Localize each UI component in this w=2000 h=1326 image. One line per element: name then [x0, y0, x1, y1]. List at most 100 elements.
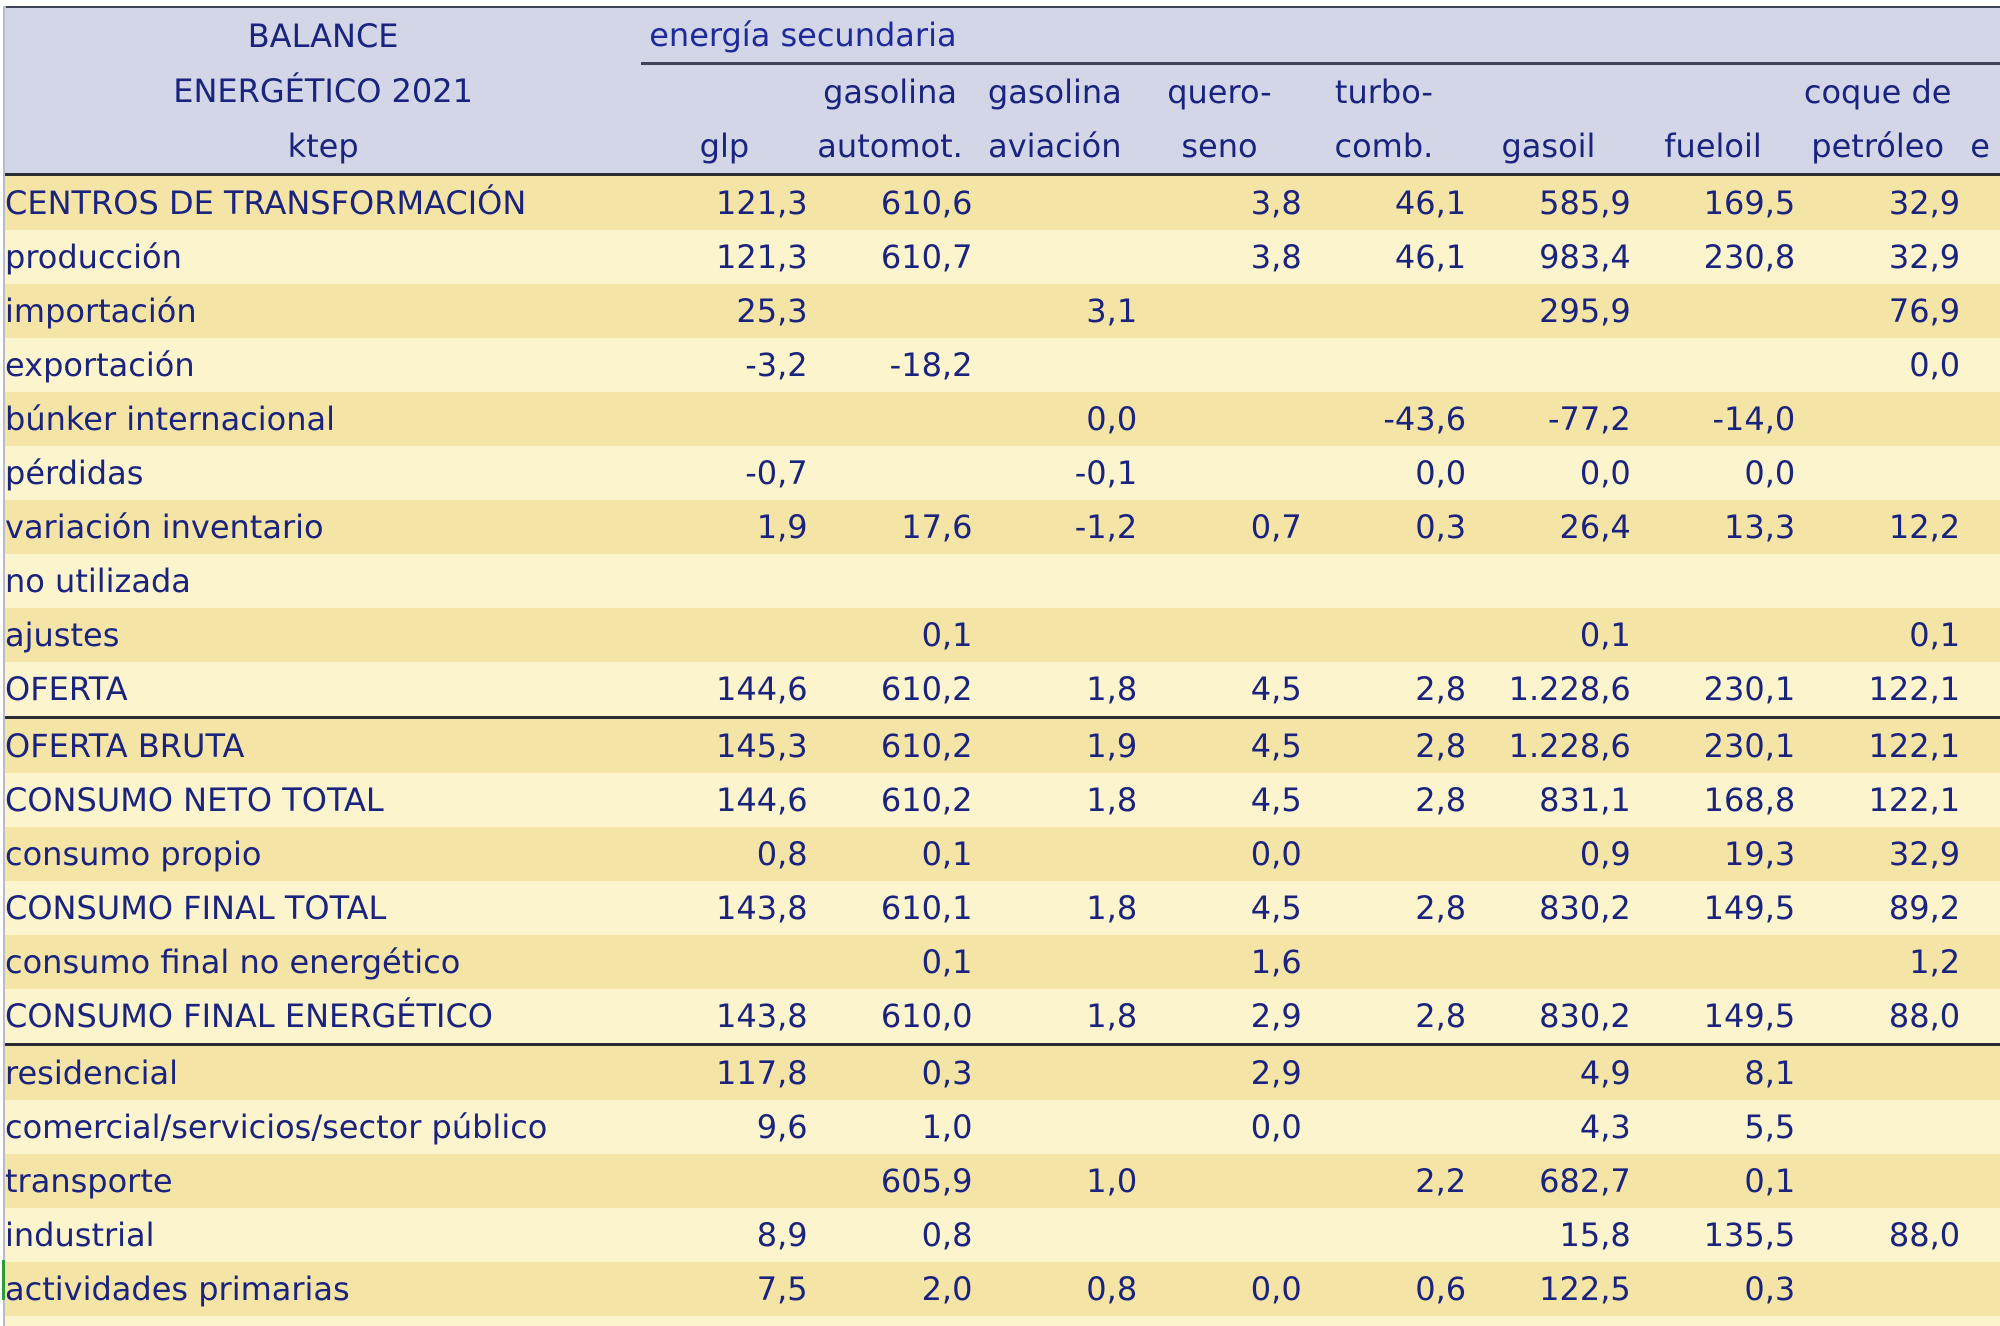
value-cell[interactable]: 122,5	[1466, 1262, 1631, 1316]
value-cell[interactable]	[1301, 554, 1467, 608]
value-cell[interactable]: 4,5	[1137, 662, 1302, 718]
value-cell[interactable]	[1137, 1154, 1302, 1208]
value-cell[interactable]	[1630, 284, 1796, 338]
value-cell-truncated[interactable]	[1960, 230, 2000, 284]
value-cell[interactable]: 0,9	[1466, 827, 1631, 881]
value-cell[interactable]: 830,2	[1466, 989, 1631, 1045]
row-label-cell[interactable]: consumo propio	[5, 827, 642, 881]
row-label-cell[interactable]: transporte	[5, 1154, 642, 1208]
value-cell[interactable]	[807, 284, 973, 338]
value-cell[interactable]	[1795, 1316, 1961, 1326]
value-cell[interactable]: 12,2	[1795, 500, 1961, 554]
row-label-cell[interactable]: industrial	[5, 1208, 642, 1262]
value-cell[interactable]	[1137, 392, 1302, 446]
value-cell[interactable]: 1,9	[641, 500, 808, 554]
value-cell-truncated[interactable]	[1960, 1316, 2000, 1326]
row-label-cell[interactable]: consumo final no energético	[5, 935, 642, 989]
value-cell[interactable]	[1301, 1100, 1467, 1154]
value-cell[interactable]: -0,1	[972, 446, 1138, 500]
value-cell[interactable]: 8,9	[641, 1208, 808, 1262]
value-cell[interactable]: 2,8	[1301, 773, 1467, 827]
value-cell[interactable]: 26,4	[1466, 500, 1631, 554]
value-cell[interactable]	[1795, 1154, 1961, 1208]
value-cell[interactable]: 0,0	[1137, 1100, 1302, 1154]
row-label-cell[interactable]: OFERTA BRUTA	[5, 716, 642, 773]
value-cell[interactable]: 4,5	[1137, 716, 1302, 773]
value-cell[interactable]: 25,3	[641, 284, 808, 338]
column-header-gasoil[interactable]: gasoil	[1466, 62, 1631, 175]
row-label-cell[interactable]: CONSUMO NETO TOTAL	[5, 773, 642, 827]
row-label-cell[interactable]: pérdidas	[5, 446, 642, 500]
value-cell[interactable]	[1137, 446, 1302, 500]
value-cell[interactable]: 4,9	[1466, 1043, 1631, 1100]
value-cell[interactable]	[1466, 554, 1631, 608]
value-cell-truncated[interactable]	[1960, 554, 2000, 608]
value-cell[interactable]: 585,9	[1466, 173, 1631, 230]
value-cell[interactable]: 2,8	[1301, 989, 1467, 1045]
value-cell[interactable]: 230,1	[1630, 716, 1796, 773]
value-cell-truncated[interactable]	[1960, 173, 2000, 230]
value-cell[interactable]: 7,5	[641, 1262, 808, 1316]
value-cell[interactable]	[641, 608, 808, 662]
value-cell[interactable]	[972, 1100, 1138, 1154]
value-cell[interactable]: 831,1	[1466, 773, 1631, 827]
value-cell[interactable]	[1466, 1316, 1631, 1326]
value-cell[interactable]: 0,3	[1630, 1262, 1796, 1316]
value-cell[interactable]	[972, 230, 1138, 284]
value-cell[interactable]	[1301, 1208, 1467, 1262]
value-cell[interactable]: -43,6	[1301, 392, 1467, 446]
value-cell[interactable]: 168,8	[1630, 773, 1796, 827]
value-cell[interactable]	[641, 1316, 808, 1326]
value-cell[interactable]	[641, 392, 808, 446]
value-cell[interactable]: 0,3	[1301, 500, 1467, 554]
value-cell[interactable]	[807, 446, 973, 500]
value-cell[interactable]: 0,0	[1137, 1262, 1302, 1316]
value-cell[interactable]	[1795, 1100, 1961, 1154]
value-cell[interactable]: 610,2	[807, 662, 973, 718]
row-label-cell[interactable]: comercial/servicios/sector público	[5, 1100, 642, 1154]
value-cell[interactable]: 0,1	[807, 827, 973, 881]
value-cell[interactable]: 46,1	[1301, 173, 1467, 230]
value-cell-truncated[interactable]	[1960, 1100, 2000, 1154]
value-cell[interactable]	[1301, 284, 1467, 338]
value-cell[interactable]	[641, 1154, 808, 1208]
value-cell[interactable]: 88,0	[1795, 989, 1961, 1045]
value-cell[interactable]: 1,0	[972, 1154, 1138, 1208]
column-header-truncated[interactable]: e	[1960, 62, 2000, 175]
row-label-cell[interactable]: importación	[5, 284, 642, 338]
value-cell[interactable]: -14,0	[1630, 392, 1796, 446]
value-cell[interactable]: 4,3	[1466, 1100, 1631, 1154]
value-cell[interactable]	[1795, 1043, 1961, 1100]
value-cell[interactable]: 610,7	[807, 230, 973, 284]
value-cell[interactable]	[972, 1043, 1138, 1100]
value-cell[interactable]: 2,0	[807, 1262, 973, 1316]
value-cell[interactable]	[972, 935, 1138, 989]
value-cell[interactable]: 682,7	[1466, 1154, 1631, 1208]
value-cell-truncated[interactable]	[1960, 989, 2000, 1045]
value-cell[interactable]: 1,0	[807, 1100, 973, 1154]
value-cell[interactable]	[1466, 935, 1631, 989]
value-cell[interactable]: 4,5	[1137, 881, 1302, 935]
value-cell[interactable]: 88,0	[1795, 1208, 1961, 1262]
value-cell[interactable]: 122,1	[1795, 662, 1961, 718]
value-cell[interactable]	[1795, 1262, 1961, 1316]
value-cell[interactable]: 144,6	[641, 662, 808, 718]
value-cell-truncated[interactable]	[1960, 662, 2000, 718]
row-label-cell[interactable]: ajustes	[5, 608, 642, 662]
value-cell[interactable]	[972, 1208, 1138, 1262]
value-cell[interactable]: 17,6	[807, 500, 973, 554]
row-label-cell[interactable]: no utilizada	[5, 554, 642, 608]
value-cell[interactable]	[972, 827, 1138, 881]
value-cell[interactable]: 149,5	[1630, 881, 1796, 935]
row-label-cell[interactable]: exportación	[5, 338, 642, 392]
row-label-cell[interactable]: producción	[5, 230, 642, 284]
value-cell[interactable]	[1466, 338, 1631, 392]
value-cell[interactable]: 121,3	[641, 230, 808, 284]
value-cell-truncated[interactable]	[1960, 773, 2000, 827]
value-cell[interactable]: 0,7	[1137, 500, 1302, 554]
value-cell[interactable]: 2,9	[1137, 1043, 1302, 1100]
value-cell-truncated[interactable]	[1960, 881, 2000, 935]
value-cell[interactable]	[807, 392, 973, 446]
value-cell[interactable]	[1795, 392, 1961, 446]
value-cell[interactable]	[1630, 935, 1796, 989]
